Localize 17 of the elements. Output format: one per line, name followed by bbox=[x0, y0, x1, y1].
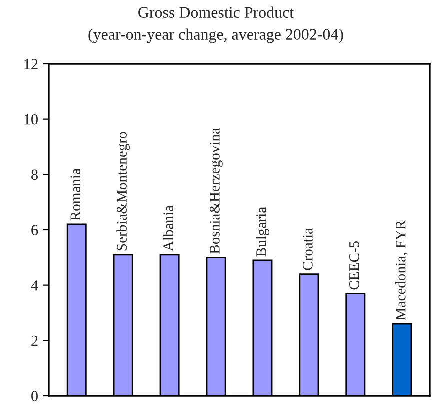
y-tick-label: 6 bbox=[32, 225, 38, 236]
x-tick-label: Croatia bbox=[303, 228, 313, 270]
x-tick-label: Serbia&Montenegro bbox=[116, 132, 130, 251]
x-tick-label: Romania bbox=[70, 168, 81, 221]
x-tick-label: Bulgaria bbox=[256, 207, 270, 257]
y-tick-label: 12 bbox=[24, 59, 38, 70]
x-tick-label: Bosnia&Herzegovina bbox=[210, 128, 223, 254]
y-tick-label: 8 bbox=[32, 170, 38, 180]
y-tick-label: 0 bbox=[32, 391, 38, 402]
y-tick-label: 10 bbox=[24, 114, 38, 125]
y-tick-label: 4 bbox=[31, 280, 38, 291]
x-tick-label: Macedonia, FYR bbox=[396, 220, 408, 320]
y-tick-label: 2 bbox=[32, 336, 38, 346]
chart-subtitle: (year-on-year change, average 2002-04) bbox=[88, 28, 344, 44]
x-tick-label: Albania bbox=[163, 206, 174, 252]
chart-title: Gross Domestic Product bbox=[138, 6, 294, 18]
x-tick-label: CEEC-5 bbox=[350, 241, 360, 290]
